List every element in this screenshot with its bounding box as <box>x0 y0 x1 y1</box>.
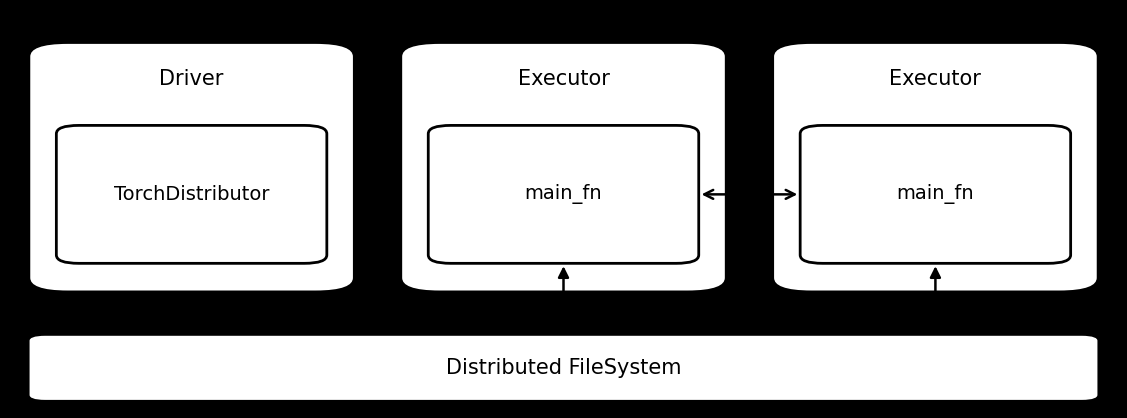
Text: Distributed FileSystem: Distributed FileSystem <box>446 358 681 378</box>
Text: Executor: Executor <box>889 69 982 89</box>
FancyBboxPatch shape <box>772 42 1099 293</box>
FancyBboxPatch shape <box>428 125 699 263</box>
Text: Driver: Driver <box>159 69 224 89</box>
FancyBboxPatch shape <box>56 125 327 263</box>
FancyBboxPatch shape <box>400 42 727 293</box>
Text: main_fn: main_fn <box>897 184 974 204</box>
Text: main_fn: main_fn <box>525 184 602 204</box>
Text: Executor: Executor <box>517 69 610 89</box>
Text: TorchDistributor: TorchDistributor <box>114 185 269 204</box>
FancyBboxPatch shape <box>800 125 1071 263</box>
FancyBboxPatch shape <box>28 334 1099 401</box>
FancyBboxPatch shape <box>28 42 355 293</box>
